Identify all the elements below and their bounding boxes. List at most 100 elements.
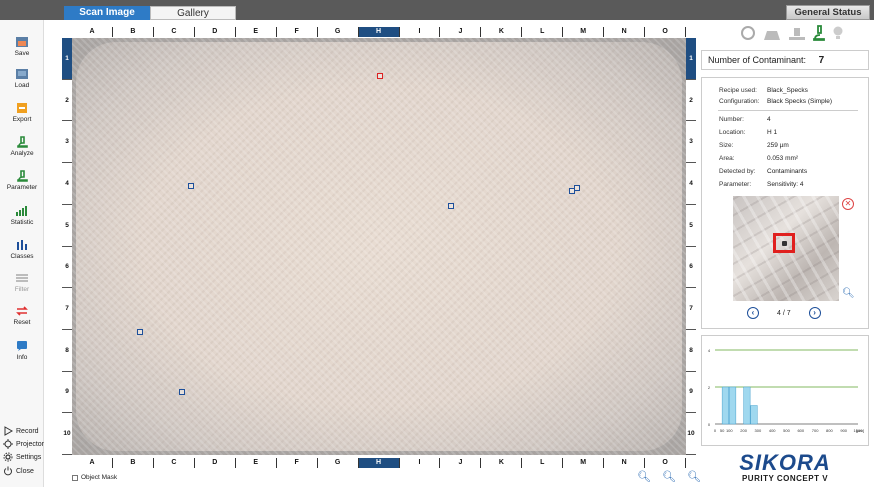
column-label-m[interactable]: M bbox=[563, 458, 605, 468]
column-label-m[interactable]: M bbox=[563, 27, 605, 37]
column-label-n[interactable]: N bbox=[604, 458, 646, 468]
filter-icon bbox=[16, 274, 28, 282]
contaminant-marker[interactable] bbox=[188, 183, 194, 189]
zoom-in-icon[interactable]: 🔍︎ bbox=[686, 471, 701, 483]
column-label-j[interactable]: J bbox=[440, 27, 482, 37]
column-label-d[interactable]: D bbox=[195, 458, 236, 468]
row-label-1[interactable]: 1 bbox=[686, 38, 696, 80]
column-label-e[interactable]: E bbox=[236, 27, 277, 37]
scan-image[interactable] bbox=[72, 38, 686, 455]
row-label-10[interactable]: 10 bbox=[62, 413, 72, 456]
column-label-h[interactable]: H bbox=[358, 27, 400, 37]
sidebar-item-statistic[interactable]: Statistic bbox=[0, 205, 44, 226]
column-label-b[interactable]: B bbox=[113, 458, 154, 468]
row-label-8[interactable]: 8 bbox=[686, 330, 696, 372]
column-label-k[interactable]: K bbox=[481, 27, 523, 37]
projector-icon bbox=[3, 439, 13, 449]
tab-gallery[interactable]: Gallery bbox=[150, 6, 236, 20]
contaminant-marker[interactable] bbox=[569, 188, 575, 194]
sidebar-item-classes[interactable]: Classes bbox=[0, 239, 44, 260]
contaminant-marker[interactable] bbox=[137, 329, 143, 335]
column-label-f[interactable]: F bbox=[277, 458, 318, 468]
row-label-6[interactable]: 6 bbox=[686, 247, 696, 289]
ring-icon[interactable] bbox=[740, 25, 756, 41]
column-label-g[interactable]: G bbox=[318, 27, 359, 37]
row-label-5[interactable]: 5 bbox=[62, 205, 72, 247]
column-label-l[interactable]: L bbox=[522, 458, 564, 468]
tab-scan-image[interactable]: Scan Image bbox=[64, 6, 150, 20]
microscope-icon[interactable] bbox=[812, 25, 826, 41]
column-label-a[interactable]: A bbox=[72, 27, 113, 37]
row-label-4[interactable]: 4 bbox=[686, 163, 696, 205]
detected-by-value: Contaminants bbox=[767, 168, 808, 175]
conveyor-icon[interactable] bbox=[762, 29, 782, 41]
row-label-3[interactable]: 3 bbox=[62, 121, 72, 164]
sidebar-item-reset[interactable]: Reset bbox=[0, 305, 44, 326]
play-icon bbox=[4, 426, 13, 436]
column-label-h[interactable]: H bbox=[358, 458, 400, 468]
column-label-d[interactable]: D bbox=[195, 27, 236, 37]
row-label-3[interactable]: 3 bbox=[686, 121, 696, 164]
top-bar: Scan Image Gallery General Status bbox=[0, 0, 874, 20]
contaminant-marker[interactable] bbox=[179, 389, 185, 395]
close-icon[interactable]: ✕ bbox=[842, 198, 854, 210]
row-label-8[interactable]: 8 bbox=[62, 330, 72, 372]
column-label-f[interactable]: F bbox=[277, 27, 318, 37]
configuration-value: Black Specks (Simple) bbox=[767, 98, 833, 105]
close-button[interactable]: Close bbox=[3, 466, 34, 476]
column-label-a[interactable]: A bbox=[72, 458, 113, 468]
settings-button[interactable]: Settings bbox=[3, 452, 41, 462]
column-label-k[interactable]: K bbox=[481, 458, 523, 468]
object-mask-checkbox[interactable]: Object Mask bbox=[72, 474, 117, 481]
row-label-4[interactable]: 4 bbox=[62, 163, 72, 205]
histogram-x-tick: 700 bbox=[812, 428, 819, 433]
column-label-e[interactable]: E bbox=[236, 458, 277, 468]
record-button[interactable]: Record bbox=[3, 426, 39, 436]
export-icon bbox=[17, 103, 27, 113]
sidebar-item-parameter[interactable]: Parameter bbox=[0, 170, 44, 191]
classes-icon bbox=[17, 240, 27, 250]
column-label-o[interactable]: O bbox=[645, 27, 687, 37]
histogram-y-tick: 2 bbox=[708, 385, 711, 390]
zoom-out-icon[interactable]: 🔍︎ bbox=[661, 471, 676, 483]
row-label-5[interactable]: 5 bbox=[686, 205, 696, 247]
column-label-n[interactable]: N bbox=[604, 27, 646, 37]
column-label-c[interactable]: C bbox=[154, 27, 195, 37]
column-label-i[interactable]: I bbox=[400, 458, 441, 468]
row-label-2[interactable]: 2 bbox=[686, 80, 696, 122]
magnify-icon[interactable]: 🔍︎ bbox=[842, 288, 855, 299]
row-label-7[interactable]: 7 bbox=[62, 288, 72, 330]
sensor-icon[interactable] bbox=[788, 27, 806, 41]
recipe-label: Recipe used: bbox=[719, 87, 757, 94]
column-label-j[interactable]: J bbox=[440, 458, 482, 468]
contaminant-marker[interactable] bbox=[448, 203, 454, 209]
column-label-o[interactable]: O bbox=[645, 458, 687, 468]
contaminant-marker[interactable] bbox=[574, 185, 580, 191]
row-label-1[interactable]: 1 bbox=[62, 38, 72, 80]
projector-button[interactable]: Projector bbox=[3, 439, 44, 449]
sidebar-item-export[interactable]: Export bbox=[0, 102, 44, 123]
column-label-l[interactable]: L bbox=[522, 27, 564, 37]
zoom-fit-icon[interactable]: 🔍︎ bbox=[637, 471, 651, 483]
lamp-icon[interactable] bbox=[832, 25, 844, 41]
row-label-6[interactable]: 6 bbox=[62, 247, 72, 289]
histogram-y-tick: 4 bbox=[708, 348, 711, 353]
column-label-g[interactable]: G bbox=[318, 458, 359, 468]
sidebar-item-save[interactable]: Save bbox=[0, 36, 44, 57]
sidebar-item-analyze[interactable]: Analyze bbox=[0, 136, 44, 157]
row-label-2[interactable]: 2 bbox=[62, 80, 72, 122]
general-status-button[interactable]: General Status bbox=[786, 5, 870, 20]
sidebar-item-load[interactable]: Load bbox=[0, 68, 44, 89]
sidebar-item-info[interactable]: Info bbox=[0, 340, 44, 361]
column-label-c[interactable]: C bbox=[154, 458, 195, 468]
next-icon[interactable]: › bbox=[808, 307, 821, 319]
row-label-9[interactable]: 9 bbox=[686, 372, 696, 414]
row-label-7[interactable]: 7 bbox=[686, 288, 696, 330]
sidebar-item-filter[interactable]: Filter bbox=[0, 272, 44, 293]
previous-icon[interactable]: ‹ bbox=[747, 307, 759, 319]
row-label-9[interactable]: 9 bbox=[62, 372, 72, 414]
row-label-10[interactable]: 10 bbox=[686, 413, 696, 456]
column-label-b[interactable]: B bbox=[113, 27, 154, 37]
column-label-i[interactable]: I bbox=[400, 27, 441, 37]
contaminant-marker-selected[interactable] bbox=[377, 73, 383, 79]
